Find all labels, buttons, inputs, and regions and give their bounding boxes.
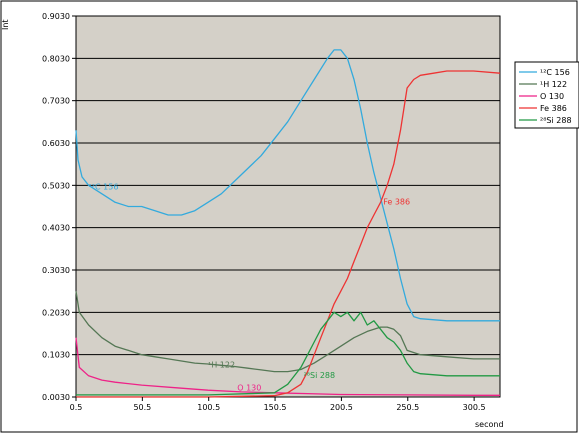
- legend: ¹²C 156 ¹H 122 O 130 Fe 386 ²⁸Si 288: [514, 61, 579, 129]
- y-tick-label: 0.3030: [42, 266, 70, 275]
- x-tick-label: 200.5: [330, 403, 353, 412]
- y-tick-label: 0.8030: [42, 54, 70, 63]
- legend-entry-0: ¹²C 156: [540, 68, 570, 77]
- x-tick-label: 250.5: [396, 403, 419, 412]
- x-tick-label: 50.5: [133, 403, 151, 412]
- series-line-3: [76, 70, 501, 398]
- y-tick-label: 0.0030: [42, 393, 70, 402]
- series-inline-label-4: ²⁸Si 288: [304, 371, 336, 380]
- y-tick-label: 0.6030: [42, 139, 70, 148]
- x-tick-label: 100.5: [197, 403, 220, 412]
- y-tick-label: 0.5030: [42, 181, 70, 190]
- legend-entry-3: Fe 386: [540, 104, 567, 113]
- legend-entry-1: ¹H 122: [540, 80, 567, 89]
- series-inline-label-1: ¹H 122: [208, 360, 235, 369]
- y-tick-label: 0.4030: [42, 224, 70, 233]
- x-tick-label: 300.5: [463, 403, 486, 412]
- x-tick-label: 0.5: [70, 403, 83, 412]
- plot-area: [75, 15, 501, 398]
- legend-entry-4: ²⁸Si 288: [540, 116, 572, 125]
- legend-entry-2: O 130: [540, 92, 564, 101]
- series-line-2: [75, 337, 500, 396]
- y-tick-label: 0.9030: [42, 12, 70, 21]
- grid-lines: [76, 15, 500, 398]
- y-tick-label: 0.7030: [42, 97, 70, 106]
- x-tick-label: 150.5: [264, 403, 287, 412]
- series-inline-label-0: ¹²C 156: [89, 183, 119, 192]
- y-axis-label: Int: [1, 19, 10, 30]
- series-inline-label-2: O 130: [237, 384, 261, 393]
- axes: 0.0030 0.1030 0.2030 0.3030 0.4030 0.5030 0.60…: [42, 12, 486, 412]
- series-line-1: [75, 291, 500, 373]
- series-line-4: [76, 311, 500, 396]
- x-axis-label: second: [475, 420, 504, 429]
- y-tick-label: 0.2030: [42, 308, 70, 317]
- legend-box: [514, 61, 579, 129]
- series-inline-label-3: Fe 386: [383, 197, 410, 206]
- series-line-0: [75, 49, 500, 322]
- series-lines: [75, 49, 501, 398]
- y-tick-label: 0.1030: [42, 351, 70, 360]
- inline-labels: ¹²C 156 ¹H 122 O 130 Fe 386 ²⁸Si 288: [89, 183, 411, 393]
